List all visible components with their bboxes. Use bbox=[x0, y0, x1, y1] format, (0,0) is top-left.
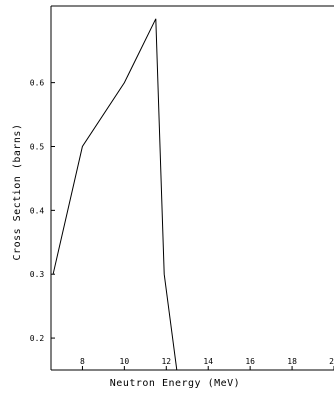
y-tick-label: 0.2 bbox=[30, 334, 45, 343]
x-tick-label: 20 bbox=[329, 357, 334, 366]
y-tick-label: 0.4 bbox=[30, 206, 45, 215]
axes bbox=[50, 5, 334, 371]
x-tick-label: 16 bbox=[245, 357, 255, 366]
x-tick-label: 10 bbox=[120, 357, 130, 366]
y-tick-label: 0.5 bbox=[30, 142, 45, 151]
y-axis-label: Cross Section (barns) bbox=[12, 124, 23, 261]
x-tick-label: 18 bbox=[287, 357, 297, 366]
x-axis-label: Neutron Energy (MeV) bbox=[110, 378, 240, 389]
cross-section-line bbox=[52, 18, 334, 371]
x-tick-label: 8 bbox=[80, 357, 85, 366]
series-group bbox=[52, 18, 334, 371]
y-tick-label: 0.3 bbox=[30, 270, 45, 279]
y-ticks: 0.2 0.3 0.4 0.5 0.6 bbox=[30, 79, 55, 343]
x-tick-label: 14 bbox=[203, 357, 213, 366]
x-tick-label: 12 bbox=[161, 357, 171, 366]
y-tick-label: 0.6 bbox=[30, 79, 45, 88]
x-ticks: 8 10 12 14 16 18 20 bbox=[80, 357, 334, 370]
